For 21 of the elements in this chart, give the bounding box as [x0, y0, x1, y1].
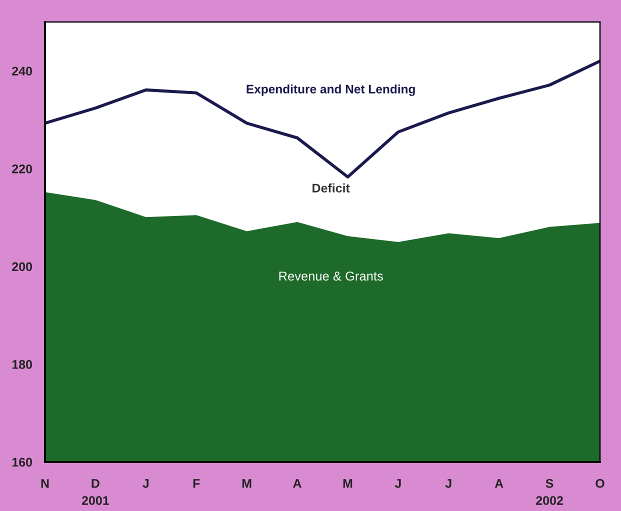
- annotation: Deficit: [312, 183, 350, 193]
- x-tick-label: F: [193, 479, 200, 488]
- y-tick-label: 220: [12, 164, 32, 174]
- x-tick-label: A: [494, 479, 504, 488]
- y-tick-label: 180: [12, 360, 32, 369]
- x-tick-label: S 2002: [536, 478, 563, 505]
- y-tick-label: 240: [12, 66, 32, 76]
- x-tick-label: J: [142, 479, 149, 488]
- x-tick-label: M: [242, 479, 252, 488]
- series-label: Revenue & Grants: [279, 272, 383, 281]
- x-tick-label: A: [293, 479, 302, 488]
- x-tick-label: J: [445, 479, 452, 488]
- y-tick-label: 200: [12, 262, 32, 272]
- x-tick-label: D 2001: [82, 479, 110, 505]
- x-tick-label: O: [596, 478, 604, 488]
- x-tick-label: J: [394, 479, 401, 488]
- x-tick-label: M: [343, 479, 352, 488]
- y-tick-label: 160: [12, 458, 32, 467]
- series-label: Expenditure and Net Lending: [246, 84, 415, 96]
- line-series: [45, 60, 600, 179]
- x-tick-label: N: [41, 479, 49, 488]
